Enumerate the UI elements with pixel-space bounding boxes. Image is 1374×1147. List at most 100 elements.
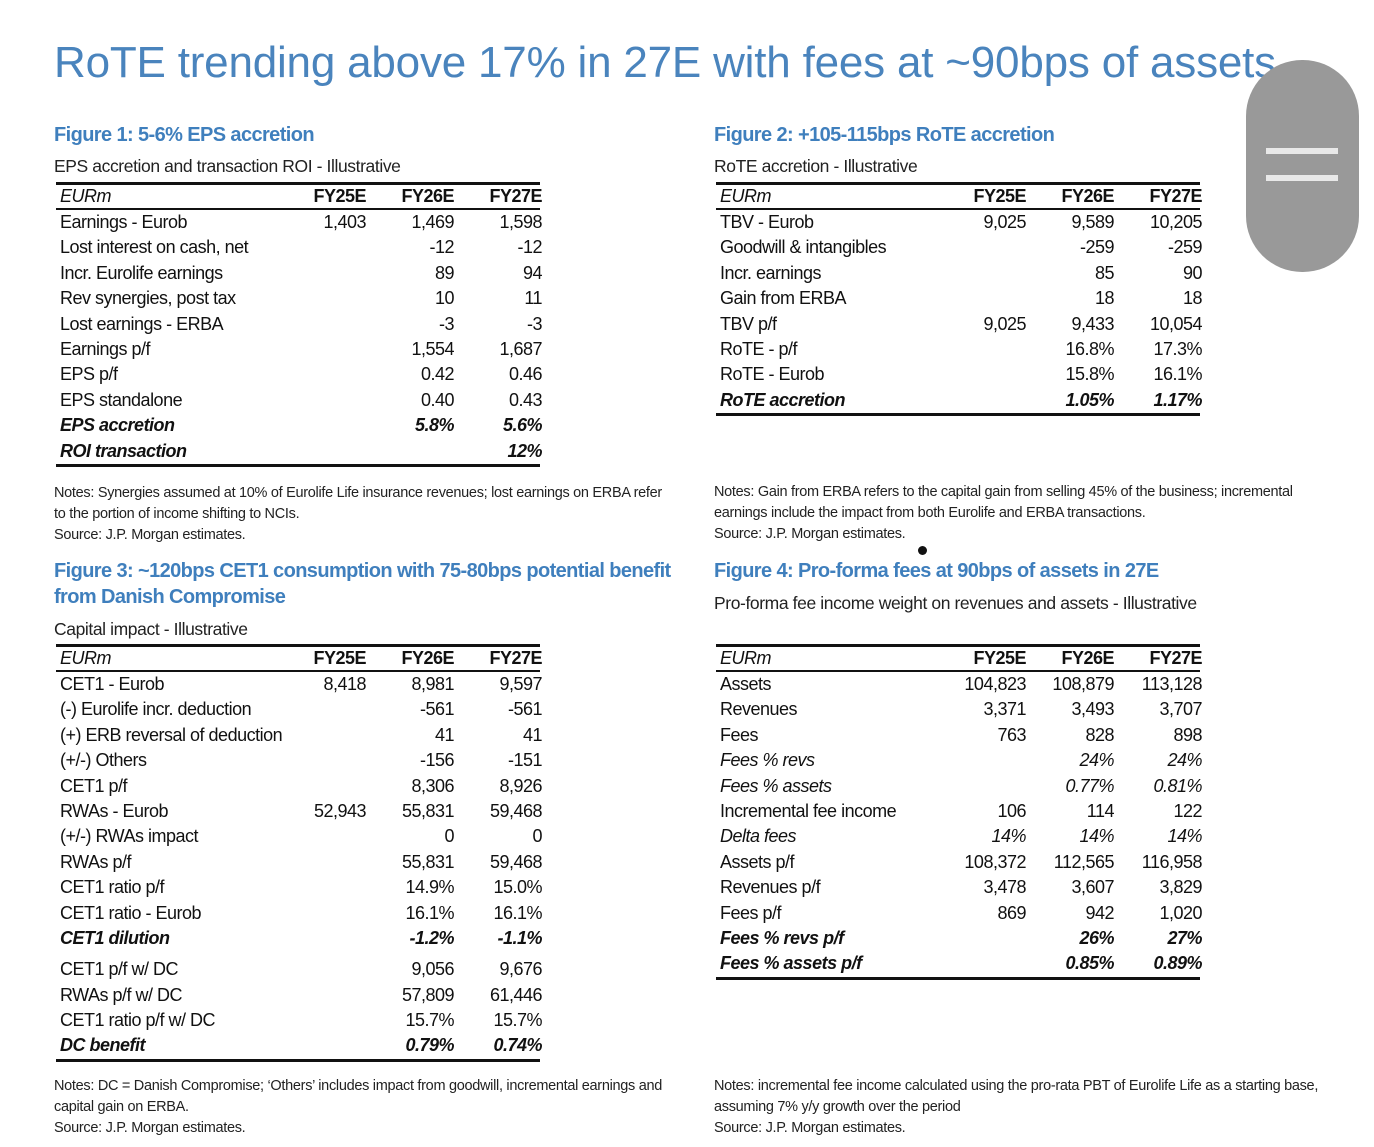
table-row: Revenues 3,371 3,493 3,707	[716, 697, 1203, 722]
table-cell	[938, 951, 1026, 976]
figure-4-table: EURm FY25E FY26E FY27E Assets 104,823 108,879 1…	[716, 644, 1203, 980]
table-cell: 3,371	[983, 699, 1026, 720]
table-cell: -1.1%	[497, 927, 542, 948]
table-cell: 10	[434, 288, 455, 309]
table-cell: 8,306	[411, 775, 454, 796]
table-cell: 0.74%	[493, 1035, 542, 1056]
figure-2: Figure 2: +105-115bps RoTE accretion RoT…	[714, 122, 1354, 545]
notes-text: Notes: Synergies assumed at 10% of Eurol…	[54, 484, 662, 522]
table-cell: -1.2%	[409, 927, 454, 948]
table-cell: 24%	[1079, 750, 1114, 771]
row-label: Incr. earnings	[720, 262, 822, 283]
table-header-row: EURm FY25E FY26E FY27E	[716, 647, 1203, 672]
column-header: FY25E	[973, 648, 1026, 668]
table-cell: 3,707	[1159, 699, 1202, 720]
table-row: CET1 ratio - Eurob 16.1% 16.1%	[56, 901, 543, 926]
table-row: ROI transaction 12%	[56, 439, 543, 464]
table-row: CET1 p/f 8,306 8,926	[56, 774, 543, 799]
table-cell: 16.1%	[405, 902, 454, 923]
table-cell: 41	[434, 724, 455, 745]
table-cell: 14%	[1079, 826, 1114, 847]
table-cell: 3,478	[983, 877, 1026, 898]
table-row: RoTE - p/f 16.8% 17.3%	[716, 337, 1203, 362]
table-cell: 9,025	[983, 313, 1026, 334]
table-cell: 26%	[1079, 927, 1114, 948]
table-cell: 0.81%	[1153, 775, 1202, 796]
row-label: Lost interest on cash, net	[60, 237, 249, 258]
row-label: CET1 p/f w/ DC	[60, 959, 179, 980]
table-cell: 5.8%	[414, 415, 455, 436]
row-label: Goodwill & intangibles	[720, 237, 887, 258]
drag-handle-button[interactable]	[1246, 60, 1359, 272]
table-row: Goodwill & intangibles -259 -259	[716, 235, 1203, 260]
table-cell	[938, 261, 1026, 286]
table-cell: -3	[438, 313, 455, 334]
table-cell: 16.1%	[1153, 364, 1202, 385]
row-label: CET1 p/f	[60, 775, 128, 796]
table-row: EPS p/f 0.42 0.46	[56, 362, 543, 387]
table-cell: 898	[1173, 724, 1202, 745]
figure-3-subtitle: Capital impact - Illustrative	[54, 619, 248, 639]
table-row: RoTE - Eurob 15.8% 16.1%	[716, 362, 1203, 387]
row-label: RWAs p/f w/ DC	[60, 984, 183, 1005]
table-cell: 8,418	[323, 674, 366, 694]
table-cell	[278, 337, 366, 362]
table-cell: 0	[444, 826, 454, 847]
table-cell	[938, 748, 1026, 773]
table-cell	[278, 748, 366, 773]
table-cell	[938, 926, 1026, 951]
table-row: Fees 763 828 898	[716, 723, 1203, 748]
table-cell: 3,493	[1071, 699, 1114, 720]
table-cell: -12	[517, 237, 542, 258]
column-header: FY27E	[489, 186, 542, 206]
table-cell: 1.17%	[1153, 389, 1202, 410]
table-cell	[278, 850, 366, 875]
table-row: DC benefit 0.79% 0.74%	[56, 1033, 543, 1058]
figure-4-subtitle: Pro-forma fee income weight on revenues …	[714, 593, 1197, 613]
table-cell: 85	[1094, 262, 1115, 283]
table-cell	[938, 286, 1026, 311]
row-label: EPS standalone	[60, 389, 183, 410]
figure-1-table: EURm FY25E FY26E FY27E Earnings - Eurob 1,403…	[56, 182, 543, 467]
table-cell: 0.89%	[1153, 953, 1202, 974]
table-cell: 0.43	[508, 389, 543, 410]
table-cell: 0	[532, 826, 542, 847]
row-label: TBV - Eurob	[720, 212, 814, 232]
figure-1-subtitle: EPS accretion and transaction ROI - Illu…	[54, 156, 401, 176]
table-row: Assets 104,823 108,879 113,128	[716, 672, 1203, 697]
column-header: FY26E	[1061, 648, 1114, 668]
row-label: RWAs - Eurob	[60, 800, 169, 821]
table-row: Fees % revs p/f 26% 27%	[716, 926, 1203, 951]
row-label: Fees % assets	[720, 775, 832, 796]
row-label: CET1 - Eurob	[60, 674, 165, 694]
table-cell: 15.7%	[493, 1010, 542, 1031]
row-label: CET1 ratio p/f w/ DC	[60, 1010, 216, 1031]
table-cell: 763	[997, 724, 1026, 745]
row-label: Revenues p/f	[720, 877, 821, 898]
column-header-unit: EURm	[720, 648, 772, 668]
source-text: Source: J.P. Morgan estimates.	[54, 1119, 246, 1136]
row-label: (+/-) RWAs impact	[60, 826, 199, 847]
figure-1-title: Figure 1: 5-6% EPS accretion	[54, 124, 315, 146]
table-cell: 1,020	[1159, 902, 1202, 923]
table-cell: 11	[524, 288, 542, 309]
table-row: Lost earnings - ERBA -3 -3	[56, 312, 543, 337]
table-row: Earnings - Eurob 1,403 1,469 1,598	[56, 210, 543, 235]
table-cell: 16.8%	[1065, 338, 1114, 359]
table-cell	[278, 1008, 366, 1033]
table-cell: 122	[1173, 800, 1202, 821]
row-label: Incremental fee income	[720, 800, 897, 821]
row-label: Assets p/f	[720, 851, 795, 872]
table-row: Gain from ERBA 18 18	[716, 286, 1203, 311]
table-cell: 59,468	[489, 800, 543, 821]
row-label: EPS p/f	[60, 364, 118, 385]
table-cell	[278, 235, 366, 260]
row-label: Fees % revs p/f	[720, 927, 844, 948]
table-cell: 10,205	[1149, 212, 1203, 232]
column-header: FY27E	[1149, 648, 1202, 668]
table-row: TBV p/f 9,025 9,433 10,054	[716, 312, 1203, 337]
table-cell: 9,056	[411, 959, 454, 980]
table-header-row: EURm FY25E FY26E FY27E	[56, 185, 543, 210]
table-cell	[278, 875, 366, 900]
